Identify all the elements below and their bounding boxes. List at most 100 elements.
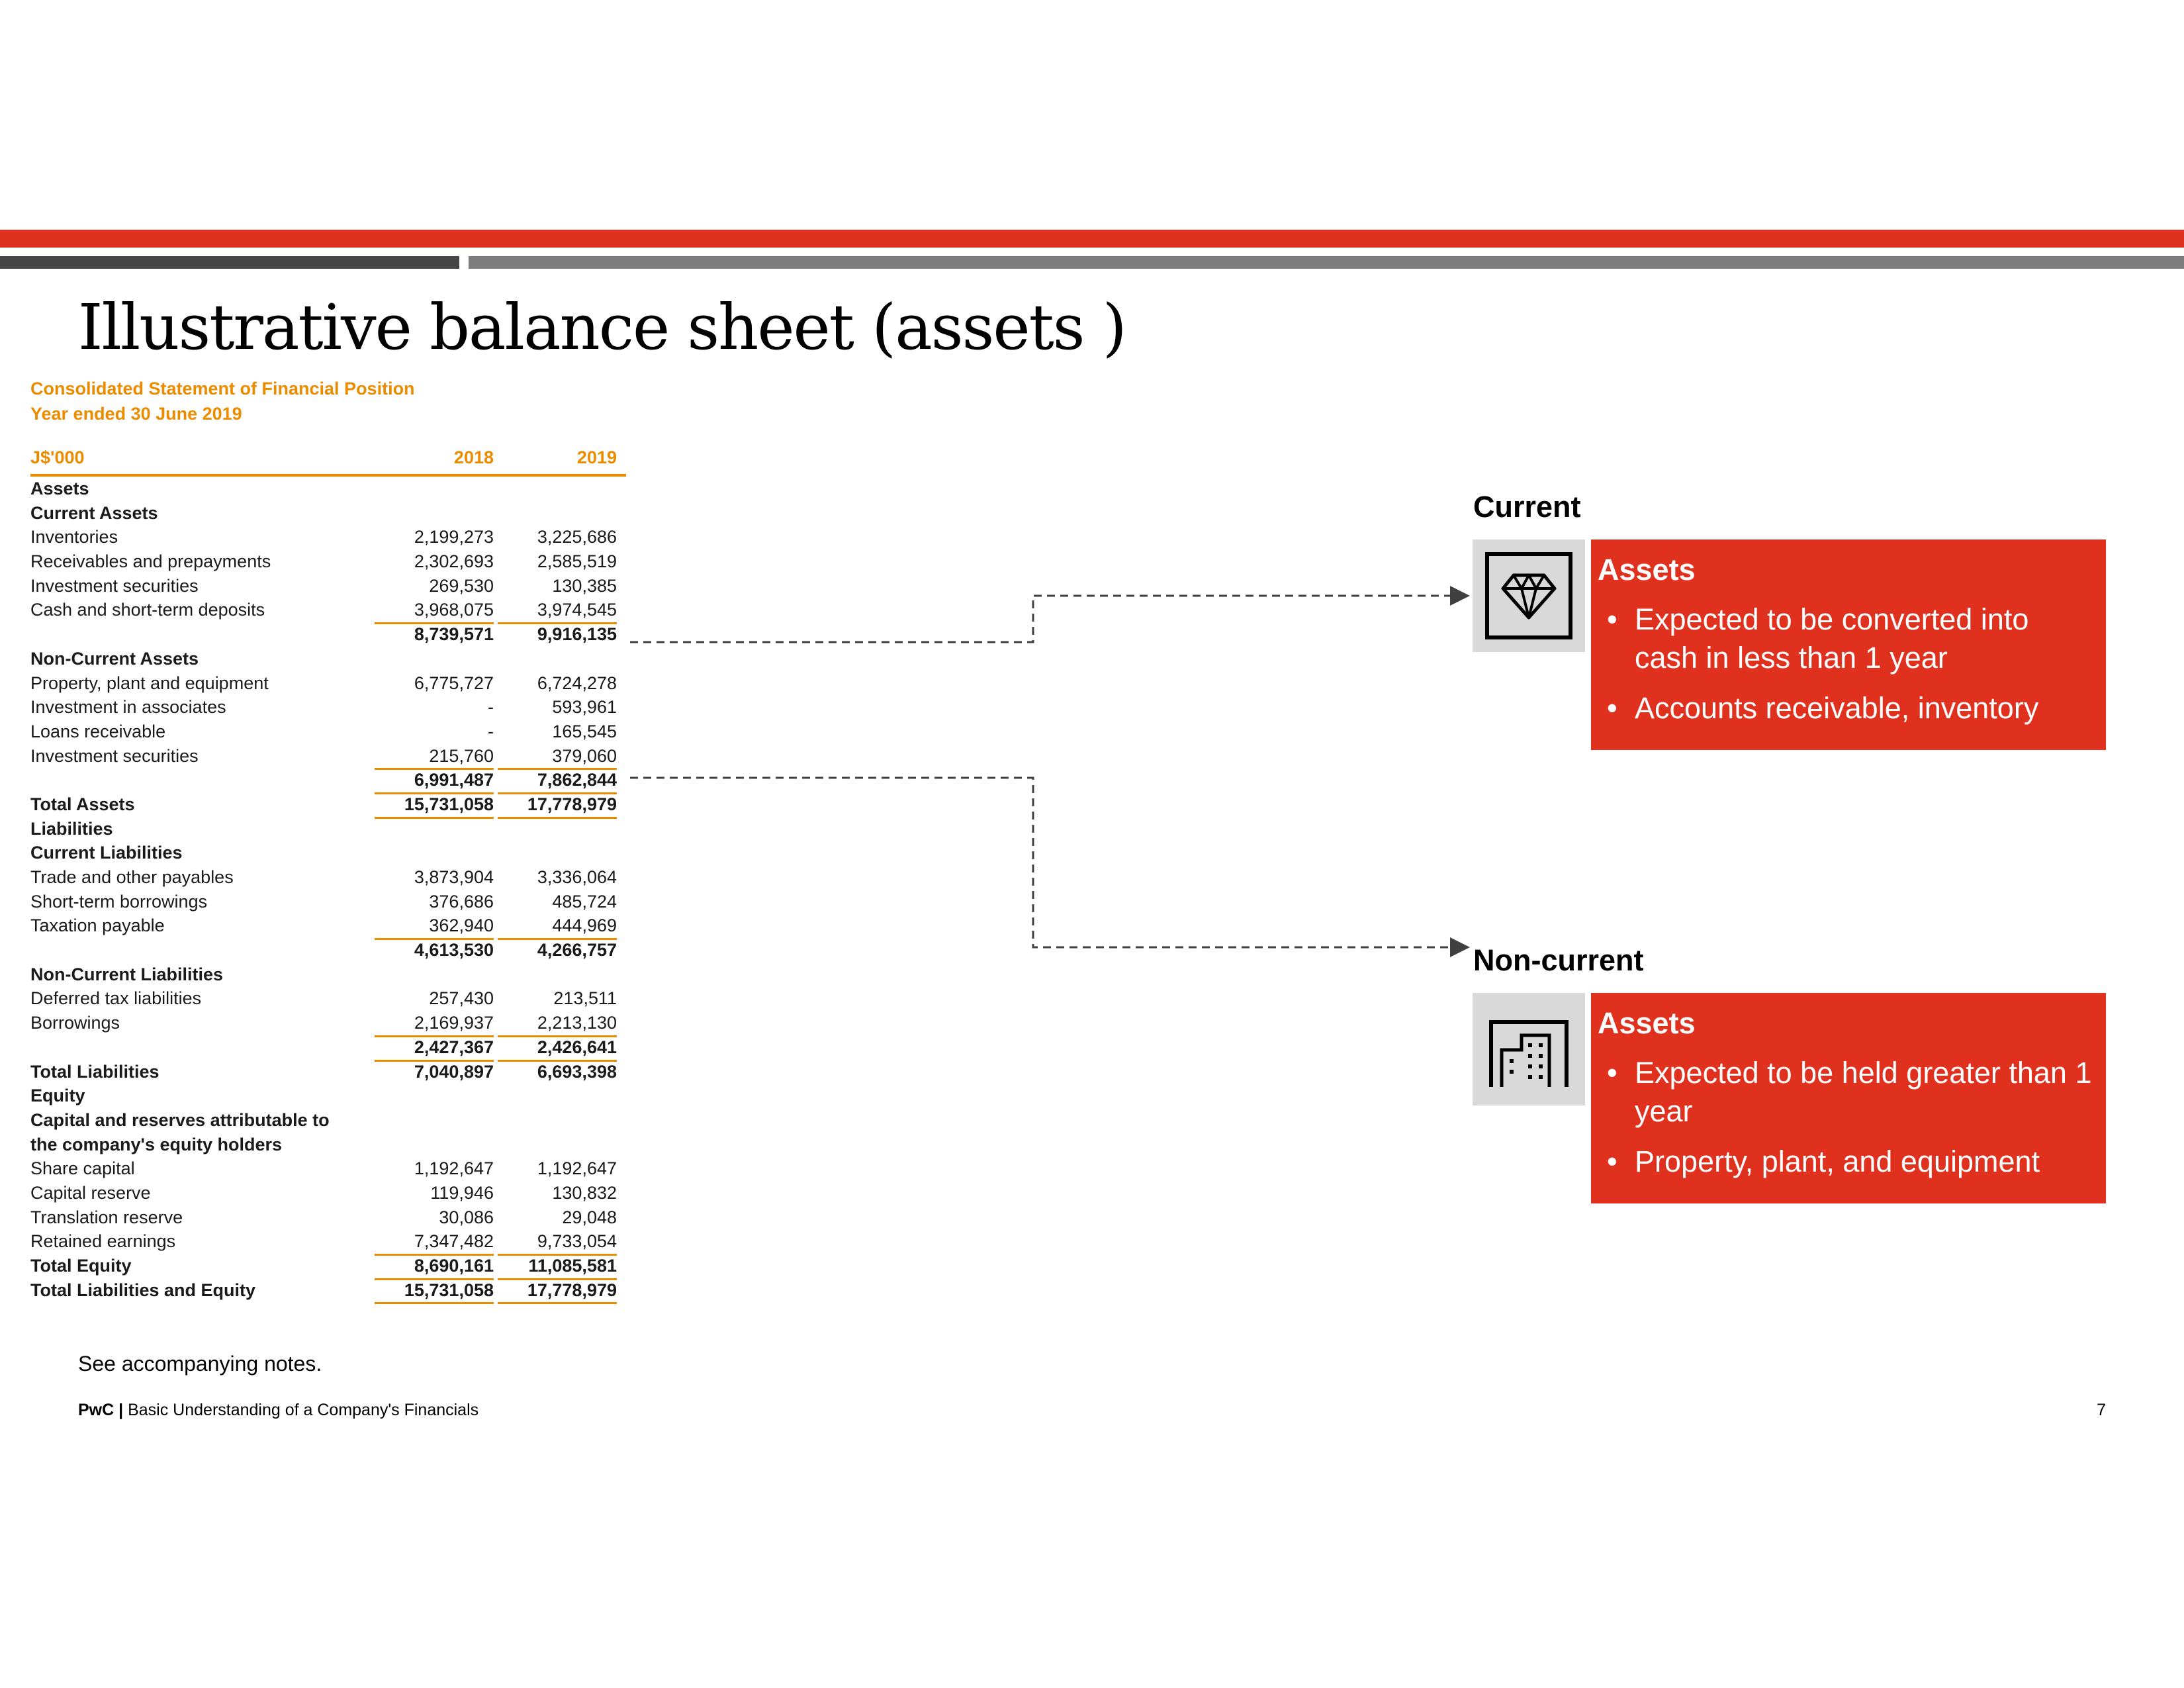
row-label: Investment securities xyxy=(30,745,199,766)
value-2019: 130,832 xyxy=(552,1182,617,1203)
current-connector xyxy=(630,586,1470,643)
building-icon xyxy=(1489,1020,1569,1087)
value-2018: 269,530 xyxy=(429,575,494,596)
footer-text: Basic Understanding of a Company's Finan… xyxy=(128,1401,479,1419)
table-row: Loans receivable - 165,545 xyxy=(30,720,626,744)
table-row: Non-Current Liabilities xyxy=(30,962,626,987)
table-row: Capital reserve 119,946 130,832 xyxy=(30,1181,626,1205)
current-icon-box xyxy=(1473,539,1585,652)
row-label: Non-Current Liabilities xyxy=(30,964,224,984)
value-2019: 2,585,519 xyxy=(537,551,617,572)
value-2019: 11,085,581 xyxy=(498,1254,617,1280)
table-row: 8,739,571 9,916,135 xyxy=(30,622,626,647)
row-label: Current Assets xyxy=(30,502,158,523)
row-label: Total Liabilities and Equity xyxy=(30,1280,256,1300)
table-row: 2,427,367 2,426,641 xyxy=(30,1035,626,1062)
value-2018: 215,760 xyxy=(375,744,494,771)
current-bullet: Accounts receivable, inventory xyxy=(1607,689,2099,727)
current-assets-bullets: Expected to be converted into cash in le… xyxy=(1598,600,2099,727)
noncurrent-assets-card: Assets Expected to be held greater than … xyxy=(1591,993,2106,1203)
row-label: Investment securities xyxy=(30,575,199,596)
table-row: Investment securities 215,760 379,060 xyxy=(30,744,626,771)
table-row: Current Assets xyxy=(30,501,626,526)
value-2018: 8,739,571 xyxy=(414,624,494,645)
table-row: Property, plant and equipment 6,775,727 6,… xyxy=(30,671,626,696)
row-label: Current Liabilities xyxy=(30,843,183,863)
value-2018: - xyxy=(488,721,494,741)
value-2018: 15,731,058 xyxy=(375,792,494,819)
value-2019: 6,693,398 xyxy=(537,1061,617,1082)
footer-separator: | xyxy=(118,1401,124,1419)
row-label: Loans receivable xyxy=(30,721,166,741)
row-label: Cash and short-term deposits xyxy=(30,600,265,620)
current-assets-heading: Assets xyxy=(1598,553,1696,586)
table-row: the company's equity holders xyxy=(30,1133,626,1157)
value-2019: 2,426,641 xyxy=(498,1035,617,1062)
header-accent-gray-bar xyxy=(469,256,2184,269)
table-row: Share capital 1,192,647 1,192,647 xyxy=(30,1156,626,1181)
value-2019: 3,225,686 xyxy=(537,527,617,547)
row-label: Taxation payable xyxy=(30,915,165,936)
row-label: Investment in associates xyxy=(30,697,226,718)
value-2018: 2,169,937 xyxy=(375,1011,494,1037)
balance-sheet-table: J$'000 2018 2019 Assets Current Assets Inv… xyxy=(30,447,626,1305)
table-row: Taxation payable 362,940 444,969 xyxy=(30,914,626,941)
table-row: Deferred tax liabilities 257,430 213,511 xyxy=(30,986,626,1011)
row-label: the company's equity holders xyxy=(30,1134,283,1154)
value-2019: 1,192,647 xyxy=(537,1158,617,1179)
row-label: Deferred tax liabilities xyxy=(30,988,202,1009)
header-accent-dark-bar xyxy=(0,256,459,269)
row-label: Inventories xyxy=(30,527,118,547)
noncurrent-assets-heading: Assets xyxy=(1598,1006,1696,1040)
noncurrent-icon-box xyxy=(1473,993,1585,1105)
row-label: Borrowings xyxy=(30,1013,120,1033)
value-2019: 29,048 xyxy=(562,1207,617,1227)
table-row: Current Liabilities xyxy=(30,841,626,865)
row-label: Liabilities xyxy=(30,818,113,839)
table-row: Receivables and prepayments 2,302,693 2,58… xyxy=(30,549,626,574)
value-2018: 2,199,273 xyxy=(414,527,494,547)
header-accent-red-bar xyxy=(0,230,2184,248)
diamond-icon xyxy=(1485,552,1572,639)
value-2018: 15,731,058 xyxy=(375,1278,494,1305)
table-row: Total Liabilities and Equity 15,731,058 17… xyxy=(30,1278,626,1305)
current-assets-card: Assets Expected to be converted into cas… xyxy=(1591,539,2106,750)
unit-label: J$'000 xyxy=(30,447,85,467)
value-2018: 3,968,075 xyxy=(375,598,494,625)
table-header: J$'000 2018 2019 xyxy=(30,447,626,477)
value-2018: 6,991,487 xyxy=(375,768,494,794)
table-row: Borrowings 2,169,937 2,213,130 xyxy=(30,1011,626,1037)
table-row: Total Equity 8,690,161 11,085,581 xyxy=(30,1254,626,1280)
value-2018: 376,686 xyxy=(429,891,494,912)
value-2018: 6,775,727 xyxy=(414,673,494,693)
row-label: Translation reserve xyxy=(30,1207,183,1227)
footer-brand: PwC xyxy=(78,1401,114,1419)
noncurrent-bullet: Property, plant, and equipment xyxy=(1607,1143,2099,1181)
table-row: Retained earnings 7,347,482 9,733,054 xyxy=(30,1229,626,1256)
table-row: Total Liabilities 7,040,897 6,693,398 xyxy=(30,1060,626,1084)
value-2019: 17,778,979 xyxy=(498,1278,617,1305)
value-2019: 6,724,278 xyxy=(537,673,617,693)
value-2018: 362,940 xyxy=(375,914,494,941)
row-label: Equity xyxy=(30,1086,85,1106)
value-2019: 379,060 xyxy=(498,744,617,771)
table-row: Short-term borrowings 376,686 485,724 xyxy=(30,890,626,914)
noncurrent-bullet: Expected to be held greater than 1 year xyxy=(1607,1054,2099,1131)
value-2018: 4,613,530 xyxy=(414,940,494,961)
row-label: Capital reserve xyxy=(30,1182,151,1203)
noncurrent-connector xyxy=(630,776,1470,957)
table-body: Assets Current Assets Inventories 2,199,273… xyxy=(30,477,626,1305)
row-label: Total Equity xyxy=(30,1256,132,1276)
row-label: Total Liabilities xyxy=(30,1061,159,1082)
table-row: Assets xyxy=(30,477,626,501)
value-2019: 3,974,545 xyxy=(498,598,617,625)
value-2019: 9,916,135 xyxy=(537,624,617,645)
value-2019: 17,778,979 xyxy=(498,792,617,819)
value-2018: 7,347,482 xyxy=(375,1229,494,1256)
value-2018: 119,946 xyxy=(430,1182,494,1203)
statement-title: Consolidated Statement of Financial Posi… xyxy=(30,379,415,399)
value-2018: 2,302,693 xyxy=(414,551,494,572)
table-row: Liabilities xyxy=(30,817,626,841)
value-2018: 257,430 xyxy=(429,988,494,1009)
row-label: Non-Current Assets xyxy=(30,648,199,669)
